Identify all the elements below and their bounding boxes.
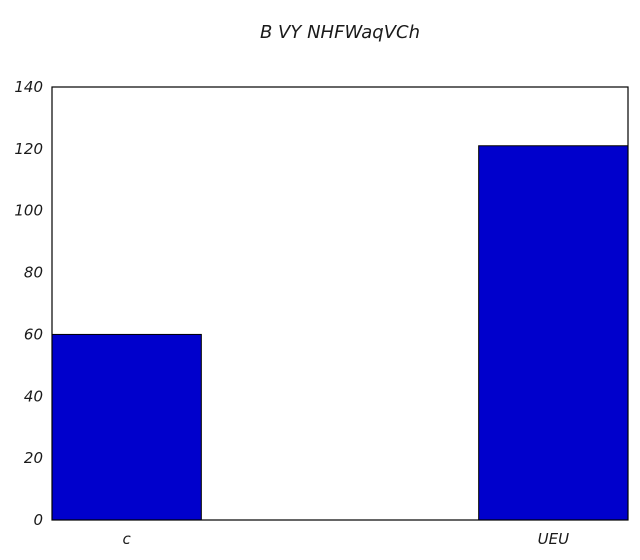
y-tick-label: 0: [33, 511, 43, 529]
x-tick-label: UEU: [538, 530, 569, 548]
y-tick-label: 60: [24, 325, 43, 343]
y-tick-label: 120: [14, 140, 43, 158]
x-axis-ticks: c UEU: [123, 530, 570, 548]
bars-group: [51, 145, 629, 521]
bar-c: [51, 333, 202, 521]
y-tick-label: 100: [14, 202, 43, 220]
y-tick-label: 140: [14, 78, 43, 96]
plot-frame: [51, 86, 629, 521]
y-axis-ticks: 0 20 40 60 80 100 120 140: [14, 78, 43, 529]
y-tick-label: 80: [24, 264, 43, 282]
x-tick-label: c: [123, 530, 132, 548]
y-tick-label: 40: [24, 387, 43, 405]
chart-title: B VY NHFWaqVCh: [260, 22, 420, 43]
bar-UEU: [478, 145, 629, 521]
y-tick-label: 20: [24, 449, 43, 467]
